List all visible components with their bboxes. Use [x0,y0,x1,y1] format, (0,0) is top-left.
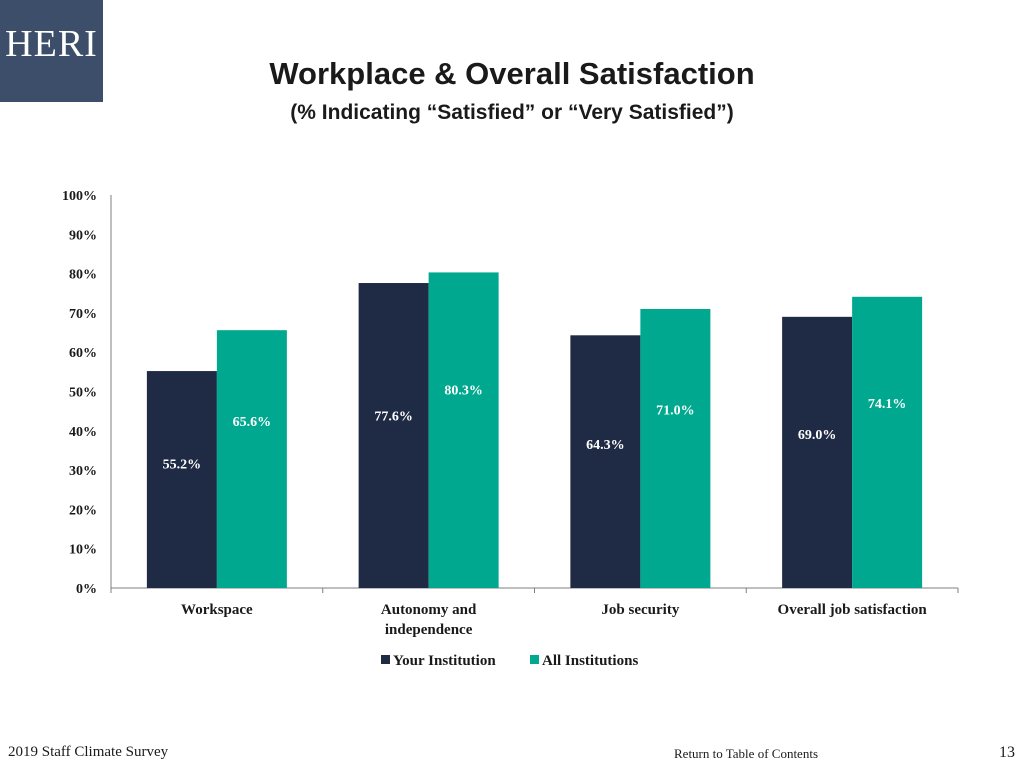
bar [358,283,429,588]
x-category-label: Overall job satisfaction [778,602,928,618]
y-tick-label: 20% [69,503,97,518]
bar [852,296,923,588]
data-label: 77.6% [374,409,413,424]
data-label: 65.6% [233,415,272,430]
y-tick-label: 100% [62,189,97,204]
y-tick-label: 0% [76,582,97,597]
x-category-label: Autonomy and [381,602,477,618]
survey-name: 2019 Staff Climate Survey [8,744,169,760]
heri-logo: HERI [0,0,103,102]
y-tick-label: 30% [69,464,97,479]
bar [216,330,287,588]
page-number: 13 [999,744,1015,761]
data-label: 80.3% [444,383,483,398]
data-label: 55.2% [163,458,202,473]
data-label: 71.0% [656,404,695,419]
y-tick-label: 70% [69,307,97,322]
legend-swatch [530,655,539,664]
legend-label: Your Institution [393,653,496,669]
y-tick-label: 90% [69,228,97,243]
data-label: 69.0% [798,428,837,443]
data-label: 74.1% [868,397,907,412]
return-to-toc-link[interactable]: Return to Table of Contents [674,746,818,761]
y-tick-label: 60% [69,346,97,361]
bar [640,308,711,588]
y-tick-label: 10% [69,543,97,558]
bar [428,272,499,588]
bar-chart: 0% 10% 20% 30% 40% 50% 60% 70% 80% 90% 100% 55.2% 65… [62,189,959,669]
x-category-label: Workspace [181,602,253,618]
legend-label: All Institutions [542,653,638,669]
y-tick-label: 40% [69,425,97,440]
page-subtitle: (% Indicating “Satisfied” or “Very Satis… [290,101,734,124]
bar [782,316,853,588]
legend-swatch [381,655,390,664]
data-label: 64.3% [586,438,625,453]
y-tick-label: 50% [69,386,97,401]
bar [570,335,641,588]
y-tick-label: 80% [69,268,97,283]
page-title: Workplace & Overall Satisfaction [269,56,755,91]
x-category-label: Job security [601,602,679,618]
bar [146,371,217,588]
logo-text: HERI [5,23,98,65]
x-category-label: independence [385,622,473,638]
